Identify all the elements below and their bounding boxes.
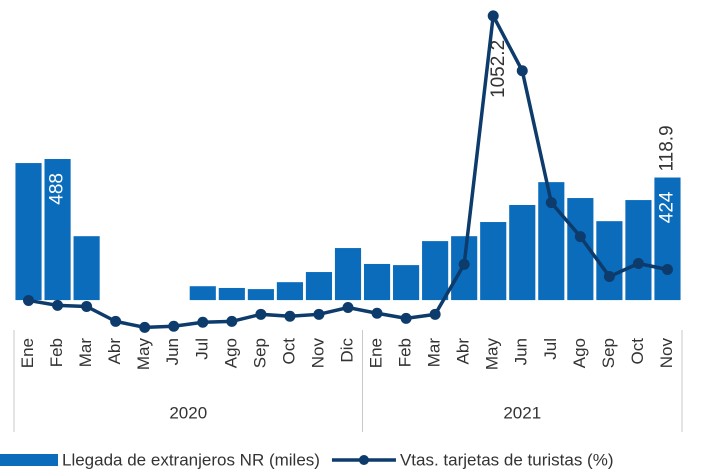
bar — [654, 177, 681, 301]
line-point — [371, 307, 383, 319]
bar — [218, 287, 245, 301]
line-point — [574, 231, 586, 243]
bar — [189, 286, 216, 301]
line-point — [661, 264, 673, 276]
line-point — [226, 315, 238, 327]
legend-label: Llegada de extranjeros NR (miles) — [62, 450, 320, 469]
x-tick-label: Ago — [221, 338, 240, 368]
line-value-label: 118.9 — [656, 125, 677, 171]
line-point — [197, 316, 209, 328]
line-point — [342, 302, 354, 314]
x-tick-label: May — [134, 338, 153, 371]
x-tick-label: Jul — [192, 338, 211, 360]
bar — [596, 221, 623, 301]
line-point — [168, 320, 180, 332]
line-point — [23, 294, 35, 306]
line-point — [458, 258, 470, 270]
bar — [334, 248, 362, 301]
x-tick-label: Nov — [657, 338, 676, 369]
x-tick-label: Jun — [163, 338, 182, 365]
x-tick-label: Oct — [279, 338, 298, 365]
bar — [393, 265, 420, 301]
bar — [422, 241, 449, 301]
bar — [363, 263, 391, 301]
x-group-label: 2020 — [169, 403, 207, 422]
line-point — [110, 315, 122, 327]
line-point — [255, 308, 267, 320]
bar — [44, 159, 71, 301]
line-point — [632, 257, 644, 269]
x-tick-label: Nov — [308, 338, 327, 369]
x-tick-label: Mar — [76, 338, 95, 368]
x-tick-label: Oct — [628, 338, 647, 365]
line-point — [400, 312, 412, 324]
x-tick-label: Sep — [599, 338, 618, 368]
line-point — [81, 300, 93, 312]
line-point — [139, 321, 151, 333]
bar — [305, 272, 333, 301]
x-tick-label: Mar — [425, 338, 444, 368]
x-group-label: 2021 — [503, 403, 541, 422]
x-tick-label: Feb — [396, 338, 415, 367]
x-tick-label: May — [483, 338, 502, 371]
line-point — [603, 271, 615, 283]
bar — [480, 222, 507, 301]
line-point — [52, 299, 64, 311]
bar — [625, 200, 652, 301]
x-tick-label: Abr — [105, 338, 124, 365]
x-tick-label: Ene — [18, 338, 37, 368]
line-value-label: 1052.2 — [488, 40, 509, 98]
bar — [509, 204, 536, 301]
x-tick-label: Feb — [47, 338, 66, 367]
x-tick-label: Ago — [570, 338, 589, 368]
bar — [73, 236, 100, 301]
x-tick-label: Ene — [367, 338, 386, 368]
bar-value-label: 488 — [47, 173, 68, 205]
line-point — [429, 308, 441, 320]
line-point — [487, 10, 499, 22]
line-point — [313, 308, 325, 320]
x-tick-label: Jun — [512, 338, 531, 365]
line-point — [284, 310, 296, 322]
legend-swatch — [0, 454, 58, 466]
legend-swatch — [358, 455, 369, 465]
x-tick-label: Dic — [337, 338, 356, 363]
bar — [15, 163, 42, 301]
line-point — [516, 65, 528, 77]
bar — [247, 289, 274, 301]
x-tick-label: Abr — [454, 338, 473, 365]
line-point — [545, 197, 557, 209]
x-tick-label: Jul — [541, 338, 560, 360]
bar — [276, 282, 303, 301]
bar-value-label: 424 — [656, 191, 677, 223]
legend-label: Vtas. tarjetas de turistas (%) — [400, 450, 614, 469]
x-tick-label: Sep — [250, 338, 269, 368]
